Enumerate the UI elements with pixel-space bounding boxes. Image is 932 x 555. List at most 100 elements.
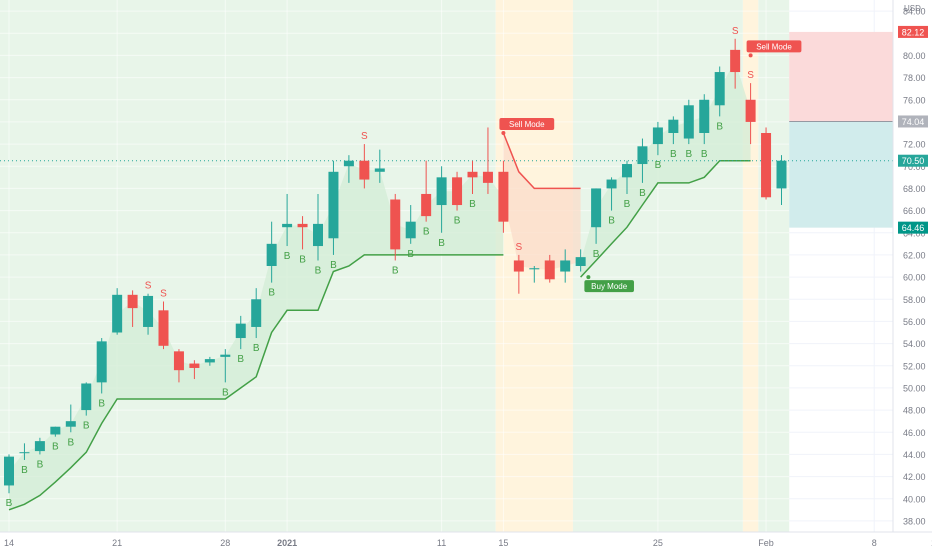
candle-body: [730, 49, 741, 73]
candle-body: [745, 99, 756, 122]
buy-signal-label: B: [639, 188, 646, 199]
buy-signal-label: B: [253, 343, 260, 354]
price-axis-tick: 44.00: [903, 450, 926, 460]
price-label-box: [898, 25, 928, 38]
sell-signal-label: S: [516, 242, 523, 253]
mode-marker-label: Sell Mode: [509, 120, 545, 129]
candle-body: [622, 164, 632, 178]
buy-signal-label: B: [438, 238, 445, 249]
background-band: [758, 0, 790, 532]
time-axis-tick: 25: [653, 538, 663, 548]
price-axis-tick: 58.00: [903, 295, 926, 305]
candle-body: [668, 119, 679, 133]
candle-body: [699, 99, 710, 133]
candle-body: [297, 223, 308, 228]
price-axis-tick: 52.00: [903, 361, 926, 371]
sell-signal-label: S: [732, 26, 739, 37]
price-axis-tick: 70.00: [903, 162, 926, 172]
sell-stop-line: [502, 132, 581, 190]
candle-body: [390, 199, 401, 250]
price-axis-tick: 66.00: [903, 206, 926, 216]
time-axis-bg: [0, 532, 932, 550]
candle-body: [683, 105, 694, 139]
candle-body: [591, 188, 602, 228]
price-axis-tick: 60.00: [903, 273, 926, 283]
buy-signal-label: B: [454, 216, 461, 227]
candle-body: [266, 243, 277, 266]
candle-body: [34, 441, 45, 452]
mode-marker-box: [499, 118, 555, 130]
candle-body: [65, 421, 76, 427]
candle-body: [637, 146, 648, 165]
buy-signal-label: B: [716, 121, 723, 132]
mode-marker-dot: [586, 275, 591, 280]
buy-signal-label: B: [469, 199, 476, 210]
buy-signal-label: B: [6, 498, 13, 509]
price-axis-tick: 42.00: [903, 472, 926, 482]
candle-body: [19, 452, 30, 454]
price-axis-tick: 68.00: [903, 184, 926, 194]
buy-signal-label: B: [655, 160, 662, 171]
trailing-stop-line: [8, 254, 504, 511]
buy-signal-label: B: [222, 387, 229, 398]
price-axis-tick: 48.00: [903, 406, 926, 416]
candle-body: [235, 323, 246, 339]
time-axis-tick: 28: [220, 538, 230, 548]
price-label-box: [898, 115, 928, 128]
price-axis-tick: 78.00: [903, 73, 926, 83]
time-axis-tick: 21: [112, 538, 122, 548]
mode-marker-box: [746, 40, 802, 53]
price-axis-tick: 84.00: [903, 7, 926, 17]
buy-signal-label: B: [299, 254, 306, 265]
candle-body: [374, 168, 385, 172]
candle-body: [251, 299, 262, 327]
candle-body: [606, 179, 617, 189]
price-axis-bg: [893, 0, 932, 550]
buy-signal-label: B: [407, 249, 414, 260]
price-axis-tick: 54.00: [903, 339, 926, 349]
price-axis-tick: 50.00: [903, 383, 926, 393]
candle-body: [421, 193, 432, 217]
price-axis-tick: 56.00: [903, 317, 926, 327]
buy-signal-label: B: [284, 251, 291, 262]
trailing-stop-line-2: [580, 159, 751, 278]
candle-body: [189, 363, 200, 368]
candle-body: [158, 310, 169, 346]
candle-body: [560, 260, 571, 272]
buy-signal-label: B: [608, 216, 615, 227]
price-label-text: 74.04: [902, 117, 925, 127]
mode-marker-dot: [748, 53, 753, 58]
candle-body: [328, 171, 339, 239]
price-axis-tick: 80.00: [903, 51, 926, 61]
candle-body: [127, 294, 138, 309]
sell-signal-label: S: [361, 131, 368, 142]
buy-signal-label: B: [624, 199, 631, 210]
candle-body: [482, 171, 493, 183]
candle-body: [544, 260, 555, 280]
price-label-text: 82.12: [902, 27, 925, 37]
buy-signal-label: B: [37, 459, 44, 470]
candle-body: [652, 127, 663, 145]
price-axis-tick: 40.00: [903, 494, 926, 504]
buy-signal-label: B: [330, 260, 337, 271]
buy-signal-label: B: [67, 437, 74, 448]
candle-body: [436, 177, 447, 206]
buy-signal-label: B: [593, 249, 600, 260]
price-axis-tick: 62.00: [903, 250, 926, 260]
currency-label: USD: [904, 4, 921, 13]
candle-body: [359, 160, 370, 180]
buy-signal-label: B: [21, 465, 28, 476]
candle-body: [513, 260, 524, 272]
trend-fill-down: [503, 133, 581, 270]
price-axis-tick: 76.00: [903, 95, 926, 105]
buy-signal-label: B: [701, 149, 708, 160]
candle-body: [467, 171, 478, 178]
time-axis-tick: 2021: [277, 538, 297, 548]
buy-signal-label: B: [237, 354, 244, 365]
candle-body: [313, 223, 323, 247]
candle-body: [112, 294, 123, 333]
candle-body: [714, 72, 725, 106]
price-axis-tick: 46.00: [903, 428, 926, 438]
